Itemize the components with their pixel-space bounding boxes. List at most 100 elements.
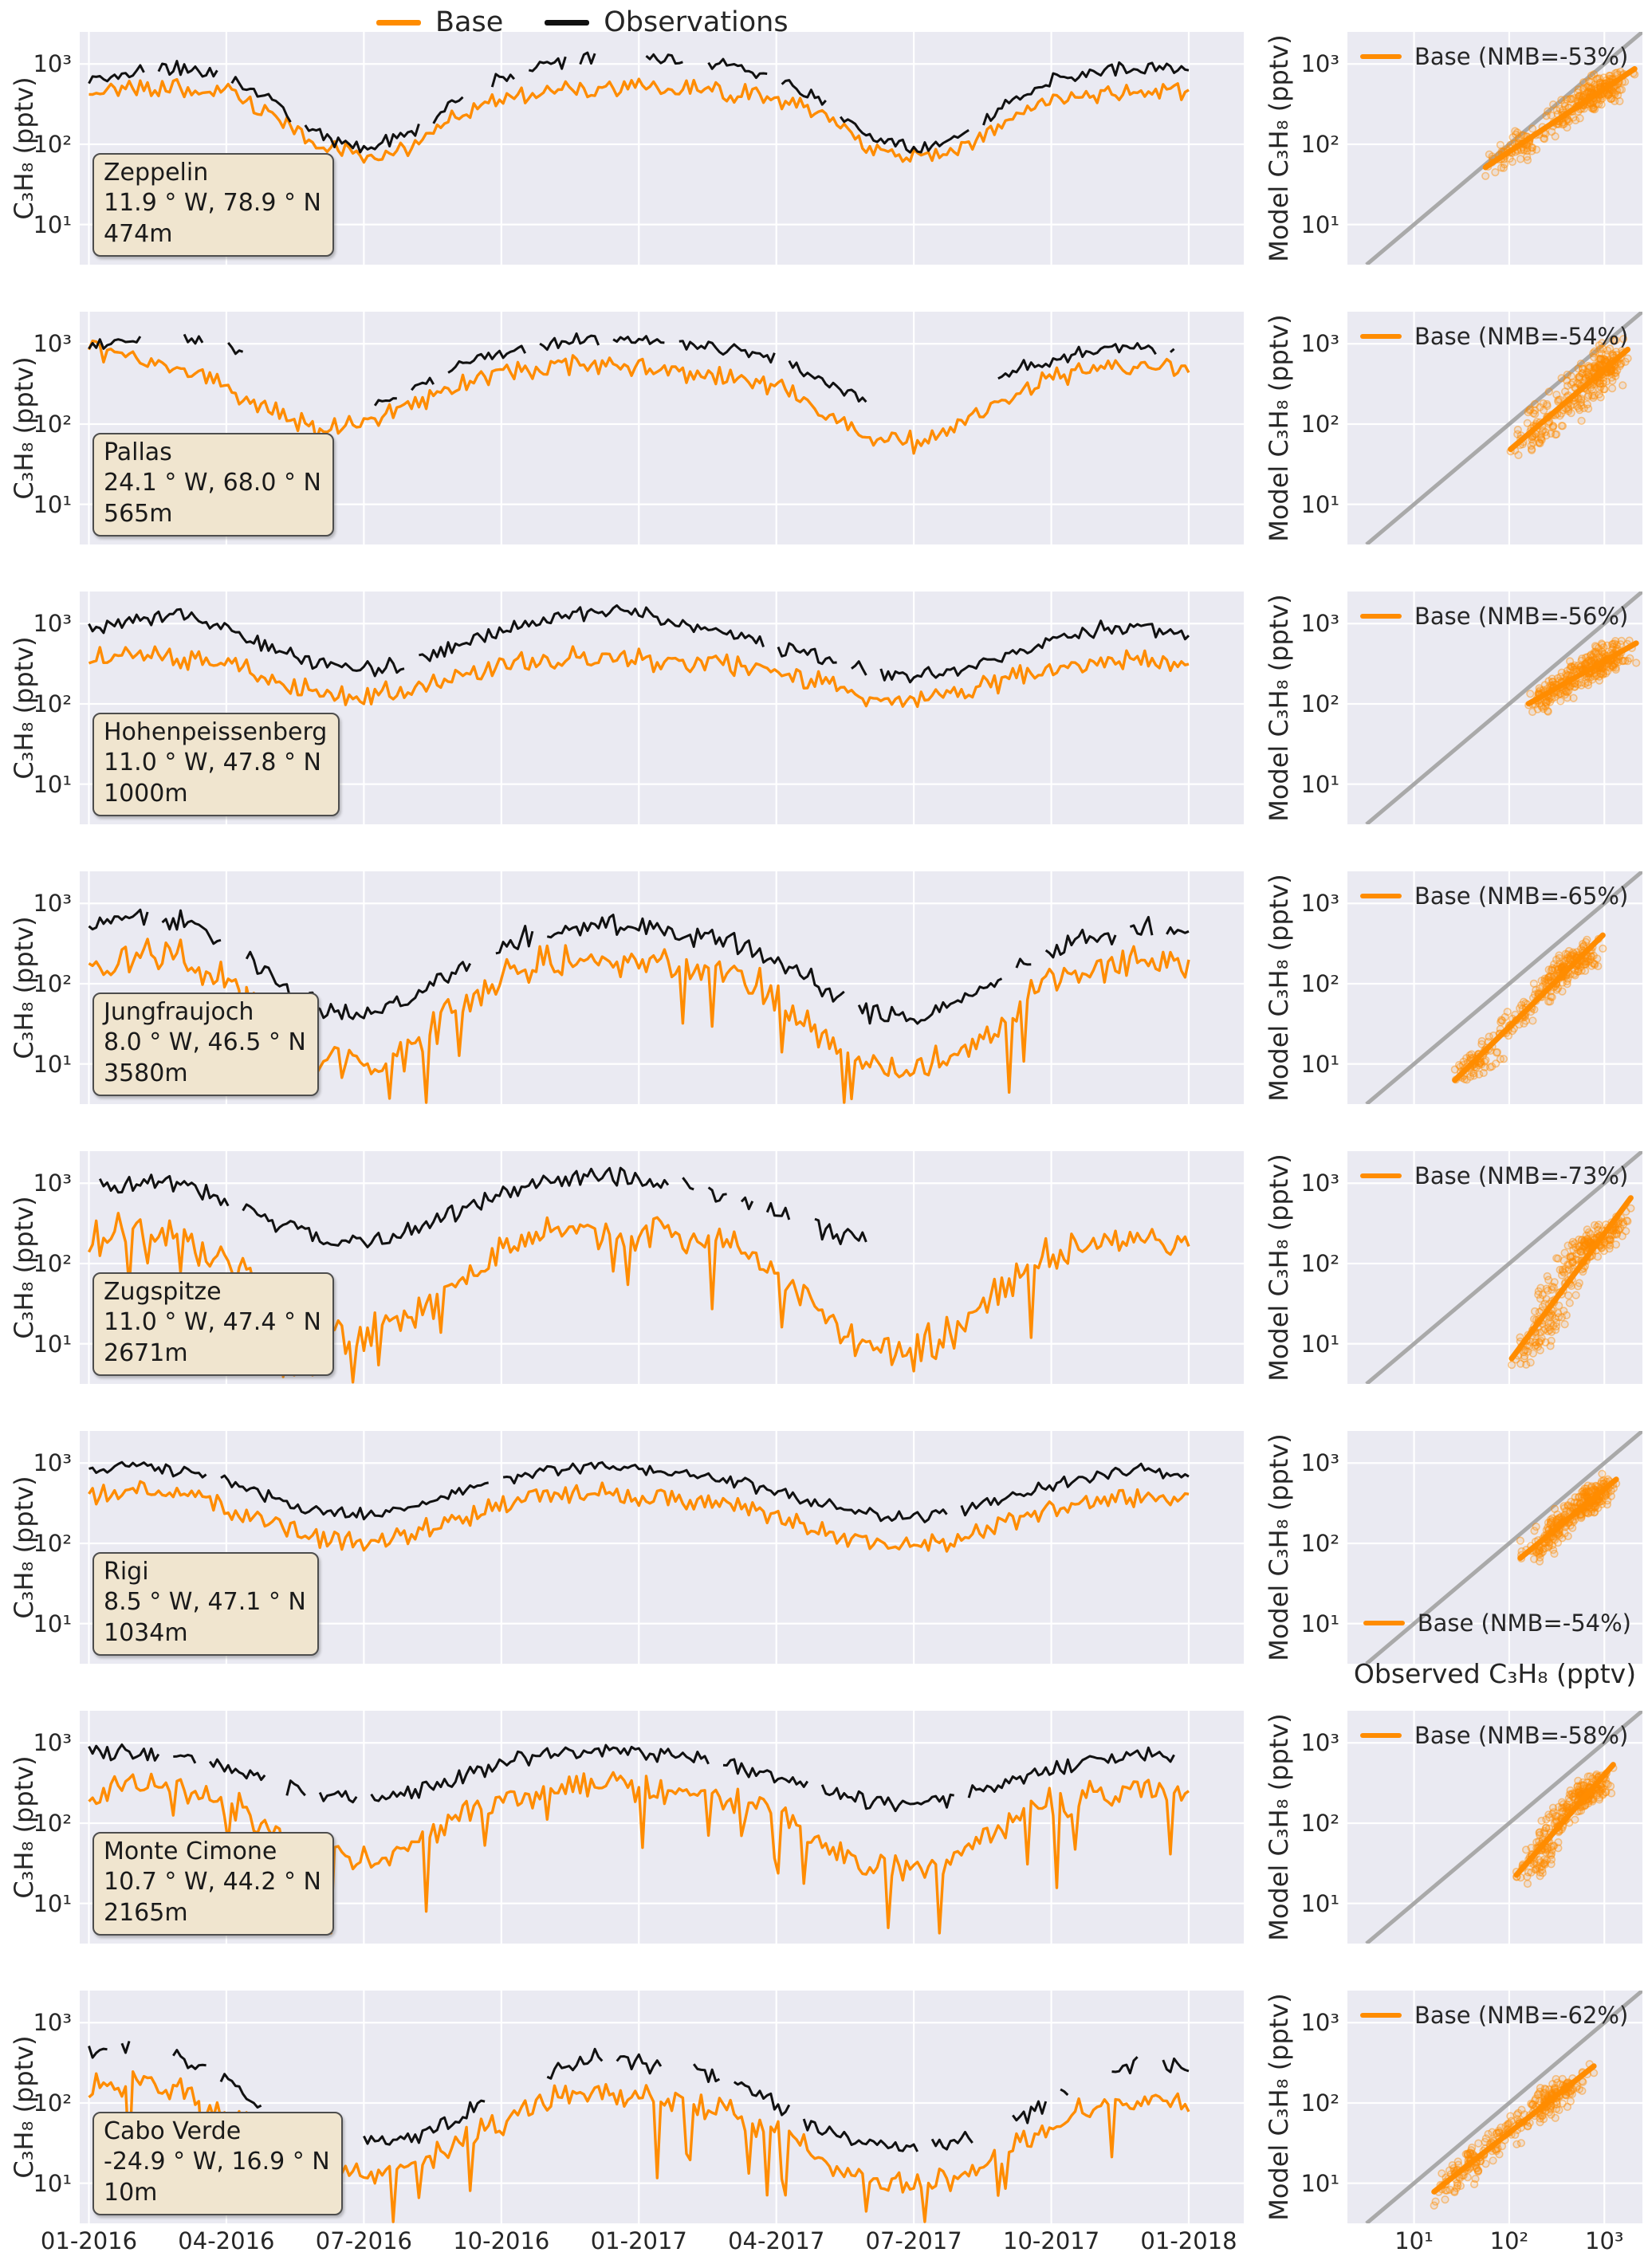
base-fit-line-swatch (1360, 2013, 1402, 2018)
station-info-box: Zeppelin 11.9 ° W, 78.9 ° N 474m (92, 152, 334, 257)
scatter-legend: Base (NMB=-54%) (1363, 1610, 1631, 1637)
station-row: C₃H₈ (pptv) 10³ 10² 10¹ Monte Cimone 10.… (0, 1711, 1648, 1944)
scatter-legend: Base (NMB=-58%) (1360, 1722, 1628, 1749)
scatter-plot (1347, 871, 1642, 1104)
y-tick-label: 10¹ (33, 1610, 72, 1637)
station-coords: -24.9 ° W, 16.9 ° N (104, 2148, 330, 2176)
station-row: C₃H₈ (pptv) 10³ 10² 10¹ Zugspitze 11.0 °… (0, 1151, 1648, 1384)
scatter-x-axis-label: Observed C₃H₈ (pptv) (1353, 1658, 1637, 1689)
scatter-panel: Base (NMB=-54%) (1347, 1431, 1642, 1664)
scatter-legend: Base (NMB=-65%) (1360, 882, 1628, 910)
scatter-plot (1347, 1151, 1642, 1384)
timeseries-panel: Rigi 8.5 ° W, 47.1 ° N 1034m (80, 1431, 1244, 1664)
base-fit-line-swatch (1360, 1733, 1402, 1738)
timeseries-panel: Zeppelin 11.9 ° W, 78.9 ° N 474m (80, 32, 1244, 265)
y-tick-label: 10¹ (1300, 1890, 1339, 1917)
y-tick-label: 10² (1300, 1810, 1339, 1837)
y-tick-label: 10¹ (33, 1890, 72, 1917)
timeseries-panel: Cabo Verde -24.9 ° W, 16.9 ° N 10m (80, 1991, 1244, 2223)
base-fit-line-swatch (1360, 1173, 1402, 1178)
y-tick-label: 10² (33, 411, 72, 438)
y-tick-label: 10³ (1300, 1729, 1339, 1756)
scatter-panel: Base (NMB=-54%) (1347, 312, 1642, 544)
y-tick-label: 10³ (33, 1449, 72, 1476)
legend-item-base: Base (376, 6, 503, 38)
y-tick-label: 10² (33, 1810, 72, 1837)
y-tick-label: 10¹ (33, 491, 72, 518)
y-tick-label: 10² (1300, 970, 1339, 997)
legend-label-base: Base (435, 6, 504, 38)
y-tick-label: 10² (33, 131, 72, 158)
station-altitude: 3580m (104, 1059, 188, 1087)
base-fit-line-swatch (1363, 1621, 1405, 1625)
station-altitude: 565m (104, 499, 173, 528)
y-tick-label: 10¹ (1300, 1331, 1339, 1358)
station-row: C₃H₈ (pptv) 10³ 10² 10¹ Hohenpeissenberg… (0, 592, 1648, 824)
scatter-legend-label: Base (NMB=-54%) (1414, 323, 1629, 350)
y-tick-label: 10³ (1300, 610, 1339, 637)
station-name: Zeppelin (104, 158, 209, 187)
station-name: Hohenpeissenberg (104, 717, 328, 746)
y-tick-label: 10³ (1300, 330, 1339, 357)
timeseries-panel: Jungfraujoch 8.0 ° W, 46.5 ° N 3580m (80, 871, 1244, 1104)
time-tick-label: 01-2018 (1140, 2227, 1237, 2254)
scatter-legend-label: Base (NMB=-58%) (1414, 1722, 1629, 1749)
station-altitude: 2165m (104, 1898, 188, 1927)
station-coords: 11.0 ° W, 47.8 ° N (104, 749, 321, 777)
scatter-panel: Base (NMB=-53%) (1347, 32, 1642, 265)
timeseries-panel: Pallas 24.1 ° W, 68.0 ° N 565m (80, 312, 1244, 544)
station-altitude: 474m (104, 219, 173, 248)
scatter-panel: Base (NMB=-56%) (1347, 592, 1642, 824)
scatter-panel: Base (NMB=-65%) (1347, 871, 1642, 1104)
station-coords: 24.1 ° W, 68.0 ° N (104, 469, 321, 497)
station-info-box: Monte Cimone 10.7 ° W, 44.2 ° N 2165m (92, 1831, 334, 1936)
y-tick-label: 10² (1300, 1530, 1339, 1557)
station-altitude: 1000m (104, 779, 188, 808)
base-fit-line-swatch (1360, 334, 1402, 339)
station-name: Monte Cimone (104, 1837, 277, 1865)
y-tick-label: 10² (33, 2089, 72, 2117)
station-info-box: Hohenpeissenberg 11.0 ° W, 47.8 ° N 1000… (92, 712, 340, 816)
legend-item-observations: Observations (545, 6, 789, 38)
y-tick-label: 10¹ (33, 211, 72, 238)
scatter-axis-ticks: 10¹ 10² 10³ (1347, 2227, 1642, 2261)
y-tick-label: 10² (1300, 2089, 1339, 2117)
scatter-legend: Base (NMB=-54%) (1360, 323, 1628, 350)
station-name: Cabo Verde (104, 2117, 242, 2145)
station-row: C₃H₈ (pptv) 10³ 10² 10¹ Cabo Verde -24.9… (0, 1991, 1648, 2223)
scatter-legend-label: Base (NMB=-56%) (1414, 603, 1629, 630)
station-altitude: 2671m (104, 1338, 188, 1367)
timeseries-panel: Zugspitze 11.0 ° W, 47.4 ° N 2671m (80, 1151, 1244, 1384)
y-tick-label: 10¹ (1300, 491, 1339, 518)
y-tick-label: 10³ (33, 1169, 72, 1197)
scatter-plot (1347, 1991, 1642, 2223)
y-tick-label: 10³ (33, 890, 72, 917)
time-tick-label: 04-2016 (178, 2227, 275, 2254)
station-info-box: Jungfraujoch 8.0 ° W, 46.5 ° N 3580m (92, 992, 319, 1096)
scatter-legend-label: Base (NMB=-65%) (1414, 882, 1629, 910)
y-tick-label: 10² (33, 690, 72, 717)
y-tick-label: 10¹ (33, 1331, 72, 1358)
y-tick-label: 10² (33, 1530, 72, 1557)
scatter-panel: Base (NMB=-58%) (1347, 1711, 1642, 1944)
station-coords: 8.0 ° W, 46.5 ° N (104, 1028, 306, 1057)
time-axis-ticks: 01-2016 04-2016 07-2016 10-2016 01-2017 04-20… (41, 2227, 1244, 2261)
y-tick-label: 10³ (1300, 50, 1339, 77)
station-name: Zugspitze (104, 1277, 222, 1306)
station-coords: 8.5 ° W, 47.1 ° N (104, 1588, 306, 1617)
station-info-box: Rigi 8.5 ° W, 47.1 ° N 1034m (92, 1551, 319, 1656)
y-tick-label: 10³ (1300, 1169, 1339, 1197)
station-info-box: Pallas 24.1 ° W, 68.0 ° N 565m (92, 432, 334, 537)
y-tick-label: 10² (33, 970, 72, 997)
y-tick-label: 10¹ (1300, 2170, 1339, 2197)
scatter-legend-label: Base (NMB=-54%) (1417, 1610, 1631, 1637)
scatter-legend: Base (NMB=-56%) (1360, 603, 1628, 630)
base-fit-line-swatch (1360, 894, 1402, 898)
station-altitude: 10m (104, 2178, 158, 2207)
y-tick-label: 10¹ (33, 771, 72, 798)
scatter-legend-label: Base (NMB=-62%) (1414, 2002, 1629, 2029)
y-tick-label: 10¹ (1300, 1051, 1339, 1078)
station-row: C₃H₈ (pptv) 10³ 10² 10¹ Jungfraujoch 8.0… (0, 871, 1648, 1104)
observations-line-swatch (545, 19, 590, 26)
timeseries-plot (80, 592, 1244, 824)
